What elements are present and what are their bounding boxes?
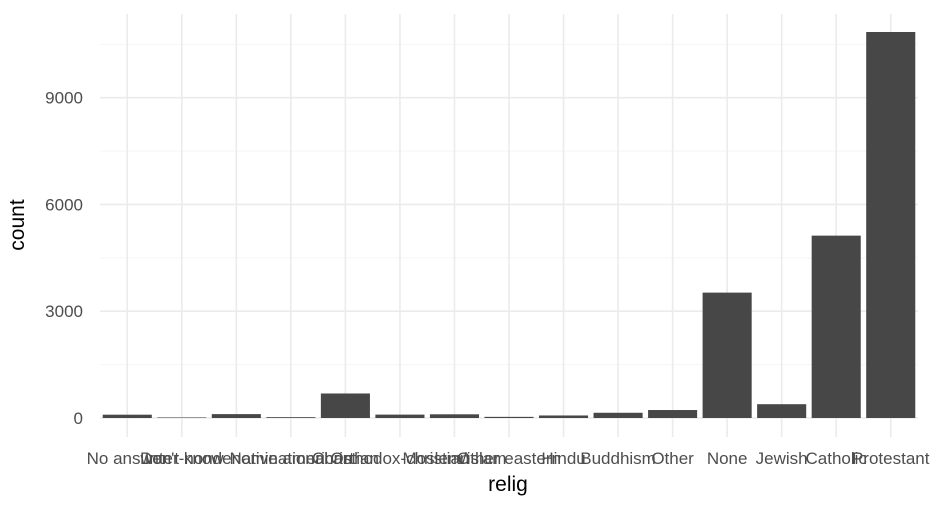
x-tick-label: None [707, 449, 748, 468]
x-tick-label: Hindu [541, 449, 585, 468]
bar [702, 292, 752, 418]
bar [375, 414, 425, 418]
x-tick-label: Native american [229, 449, 352, 468]
x-tick-label: Other [651, 449, 694, 468]
bar [811, 235, 861, 418]
x-tick-label: Christian [312, 449, 379, 468]
bar [157, 417, 207, 418]
x-tick-label: Protestant [852, 449, 930, 468]
bar [266, 417, 316, 418]
bar [320, 393, 370, 418]
bar [866, 32, 916, 418]
x-tick-label: Moslem/islam [403, 449, 507, 468]
y-tick-label: 0 [74, 409, 83, 428]
bar [593, 412, 643, 418]
x-tick-label: No answer [87, 449, 169, 468]
grid [100, 14, 918, 437]
y-tick-label: 6000 [45, 195, 83, 214]
bar [102, 414, 152, 418]
bar [484, 416, 534, 418]
x-tick-label: Catholic [805, 449, 867, 468]
bar [648, 410, 698, 418]
x-tick-label: Buddhism [580, 449, 656, 468]
x-tick-label: Orthodox-christian [330, 449, 469, 468]
x-tick-label: Other eastern [457, 449, 561, 468]
bar [211, 414, 261, 418]
x-tick-label: Don't know [140, 449, 224, 468]
bars [102, 32, 916, 418]
y-axis-title: count [6, 199, 29, 251]
x-tick-label: Inter-nondenominational [145, 449, 328, 468]
bar [538, 415, 589, 418]
bar [757, 404, 807, 418]
x-tick-label: Jewish [756, 449, 808, 468]
x-axis-title: relig [488, 473, 528, 496]
bar [429, 414, 480, 418]
y-tick-label: 9000 [45, 89, 83, 108]
y-tick-label: 3000 [45, 302, 83, 321]
y-axis-ticks: 0 3000 6000 9000 [45, 89, 83, 428]
